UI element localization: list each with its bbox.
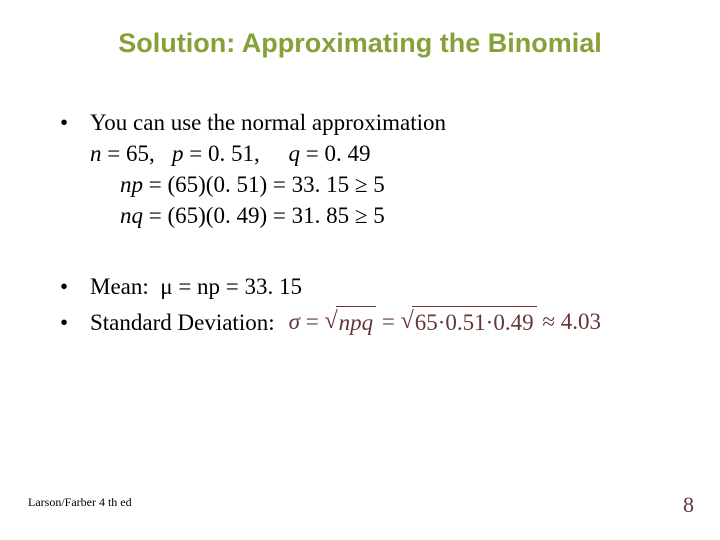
- sqrt1: √npq: [324, 306, 376, 338]
- b1-line3: np = (65)(0. 51) = 33. 15 ≥ 5: [90, 169, 660, 200]
- eq1: =: [300, 309, 324, 334]
- slide: Solution: Approximating the Binomial • Y…: [0, 0, 720, 540]
- eq-n: = 65,: [102, 141, 172, 166]
- sqrt2: √65·0.51·0.49: [401, 306, 537, 338]
- approx: ≈ 4.03: [537, 309, 601, 334]
- bullet-3: • Standard Deviation: σ = √npq = √65·0.5…: [60, 306, 660, 338]
- b1-line1: You can use the normal approximation: [90, 107, 660, 138]
- slide-title: Solution: Approximating the Binomial: [60, 28, 660, 59]
- eq-p: = 0. 51,: [183, 141, 288, 166]
- var-nq: nq: [120, 203, 143, 228]
- b2-text: Mean: μ = np = 33. 15: [90, 271, 660, 302]
- sqrt-sign: √: [324, 305, 337, 337]
- sqrt-sign: √: [401, 305, 414, 337]
- sqrt1-body: npq: [336, 306, 377, 338]
- sd-formula: σ = √npq = √65·0.51·0.49 ≈ 4.03: [289, 306, 601, 338]
- bullet-mark: •: [60, 307, 90, 338]
- bullet-mark: •: [60, 271, 90, 302]
- nq-rest: = (65)(0. 49) = 31. 85 ≥ 5: [143, 203, 385, 228]
- sqrt2-body: 65·0.51·0.49: [412, 306, 537, 338]
- footer-text: Larson/Farber 4 th ed: [28, 495, 132, 510]
- sigma: σ: [289, 309, 300, 334]
- page-number: 8: [683, 492, 694, 518]
- gap: [60, 235, 660, 271]
- b1-line2: n = 65, p = 0. 51, q = 0. 49: [90, 138, 660, 169]
- var-n: n: [90, 141, 102, 166]
- eq2: =: [376, 309, 400, 334]
- np-rest: = (65)(0. 51) = 33. 15 ≥ 5: [143, 172, 385, 197]
- var-q: q: [288, 141, 300, 166]
- bullet-2: • Mean: μ = np = 33. 15: [60, 271, 660, 302]
- b1-line4: nq = (65)(0. 49) = 31. 85 ≥ 5: [90, 200, 660, 231]
- bullet-1: • You can use the normal approximation n…: [60, 107, 660, 231]
- bullet-body: You can use the normal approximation n =…: [90, 107, 660, 231]
- bullet-mark: •: [60, 107, 90, 231]
- eq-q: = 0. 49: [300, 141, 370, 166]
- var-p: p: [172, 141, 184, 166]
- slide-content: • You can use the normal approximation n…: [60, 107, 660, 339]
- var-np: np: [120, 172, 143, 197]
- b3-label: Standard Deviation:: [90, 307, 275, 338]
